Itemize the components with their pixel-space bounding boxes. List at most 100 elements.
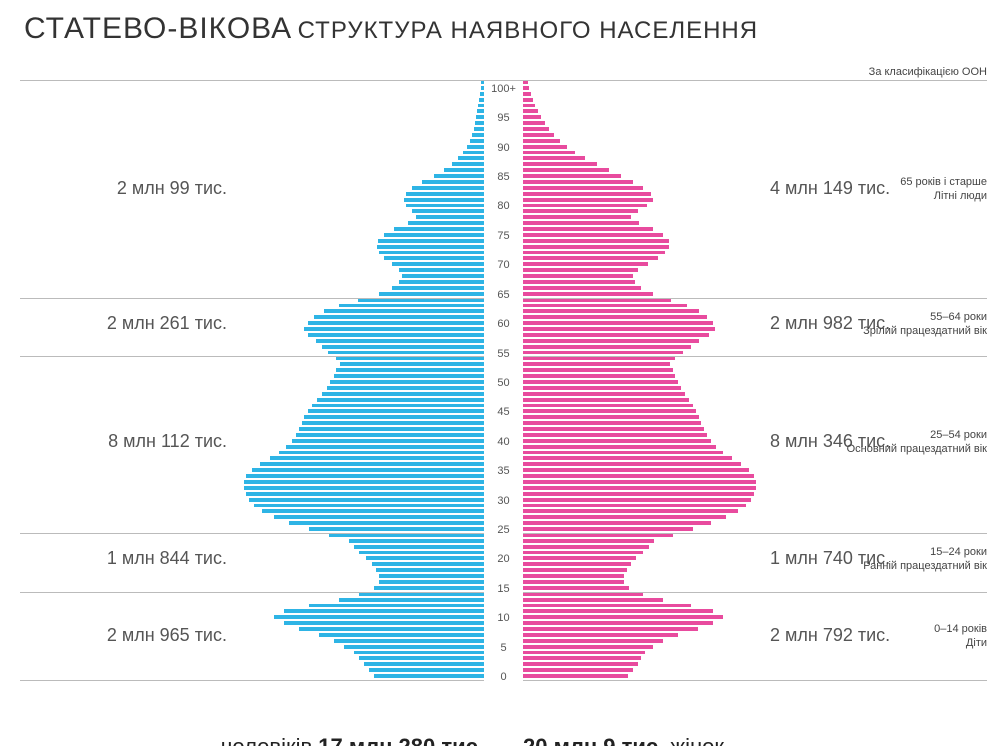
male-bar bbox=[374, 674, 484, 678]
female-bar bbox=[523, 480, 756, 484]
table-row bbox=[523, 668, 1007, 672]
table-row bbox=[0, 380, 484, 384]
table-row bbox=[0, 156, 484, 160]
male-bar bbox=[463, 151, 484, 155]
male-bar bbox=[474, 127, 484, 131]
age-tick: 25 bbox=[484, 524, 523, 536]
female-bar bbox=[523, 315, 707, 319]
group-category: Діти bbox=[934, 636, 987, 650]
male-bar bbox=[304, 415, 484, 419]
table-row bbox=[523, 574, 1007, 578]
female-bar bbox=[523, 156, 585, 160]
table-row bbox=[0, 104, 484, 108]
table-row bbox=[0, 321, 484, 325]
male-bar bbox=[336, 368, 484, 372]
table-row bbox=[523, 604, 1007, 608]
male-bar bbox=[384, 256, 484, 260]
age-tick: 15 bbox=[484, 583, 523, 595]
table-row bbox=[523, 662, 1007, 666]
male-bar bbox=[359, 656, 484, 660]
male-bar bbox=[260, 462, 484, 466]
table-row bbox=[0, 239, 484, 243]
female-bar bbox=[523, 256, 658, 260]
female-bar bbox=[523, 504, 746, 508]
table-row bbox=[523, 521, 1007, 525]
female-bar bbox=[523, 262, 648, 266]
female-bar bbox=[523, 609, 713, 613]
table-row bbox=[0, 315, 484, 319]
table-row bbox=[523, 256, 1007, 260]
female-bar bbox=[523, 456, 732, 460]
male-bar bbox=[379, 292, 484, 296]
table-row bbox=[0, 586, 484, 590]
male-bar bbox=[408, 221, 484, 225]
table-row bbox=[0, 186, 484, 190]
table-row bbox=[523, 374, 1007, 378]
female-bar bbox=[523, 268, 638, 272]
title-thin: СТРУКТУРА НАЯВНОГО НАСЕЛЕННЯ bbox=[298, 17, 758, 44]
male-bar bbox=[477, 109, 484, 113]
female-bar bbox=[523, 568, 627, 572]
table-row bbox=[0, 615, 484, 619]
table-row bbox=[0, 133, 484, 137]
table-row bbox=[0, 421, 484, 425]
male-bar bbox=[354, 545, 484, 549]
table-row bbox=[523, 151, 1007, 155]
female-bar bbox=[523, 274, 633, 278]
male-bar bbox=[322, 345, 484, 349]
table-row bbox=[523, 527, 1007, 531]
female-bar bbox=[523, 662, 638, 666]
table-row bbox=[0, 498, 484, 502]
female-bar bbox=[523, 415, 699, 419]
table-row bbox=[0, 192, 484, 196]
table-row bbox=[523, 251, 1007, 255]
female-bar bbox=[523, 445, 716, 449]
male-bar bbox=[412, 186, 484, 190]
table-row bbox=[0, 651, 484, 655]
female-bar bbox=[523, 204, 647, 208]
male-bar bbox=[470, 139, 484, 143]
women-value: 20 млн 9 тис. bbox=[523, 734, 664, 746]
male-bar bbox=[378, 239, 484, 243]
age-tick: 5 bbox=[484, 642, 523, 654]
male-bar bbox=[452, 162, 484, 166]
male-bar bbox=[284, 621, 484, 625]
table-row bbox=[523, 656, 1007, 660]
table-row bbox=[0, 292, 484, 296]
table-row bbox=[0, 480, 484, 484]
table-row bbox=[0, 409, 484, 413]
table-row bbox=[523, 86, 1007, 90]
female-bar bbox=[523, 580, 624, 584]
female-bar bbox=[523, 227, 653, 231]
age-tick: 75 bbox=[484, 230, 523, 242]
table-row bbox=[0, 521, 484, 525]
age-tick: 30 bbox=[484, 495, 523, 507]
male-bar bbox=[319, 633, 484, 637]
male-bar bbox=[302, 421, 484, 425]
group-male-total: 2 млн 261 тис. bbox=[107, 313, 227, 334]
table-row bbox=[523, 233, 1007, 237]
table-row bbox=[0, 98, 484, 102]
title-bold: СТАТЕВО-ВІКОВА bbox=[24, 12, 292, 45]
female-bar bbox=[523, 380, 678, 384]
group-description: 65 років і старшеЛітні люди bbox=[900, 175, 987, 203]
male-bar bbox=[284, 609, 484, 613]
table-row bbox=[0, 251, 484, 255]
female-bar bbox=[523, 109, 538, 113]
female-bar bbox=[523, 386, 681, 390]
table-row bbox=[0, 551, 484, 555]
table-row bbox=[0, 456, 484, 460]
female-bar bbox=[523, 409, 696, 413]
male-bar bbox=[472, 133, 484, 137]
group-description: 55–64 рокиЗрілий працездатний вік bbox=[863, 310, 987, 338]
female-bar bbox=[523, 327, 715, 331]
female-bar bbox=[523, 574, 624, 578]
group-age-range: 15–24 роки bbox=[863, 545, 987, 559]
male-bar bbox=[289, 521, 484, 525]
male-bar bbox=[434, 174, 484, 178]
table-row bbox=[0, 127, 484, 131]
table-row bbox=[523, 392, 1007, 396]
table-row bbox=[0, 227, 484, 231]
table-row bbox=[0, 309, 484, 313]
table-row bbox=[0, 621, 484, 625]
